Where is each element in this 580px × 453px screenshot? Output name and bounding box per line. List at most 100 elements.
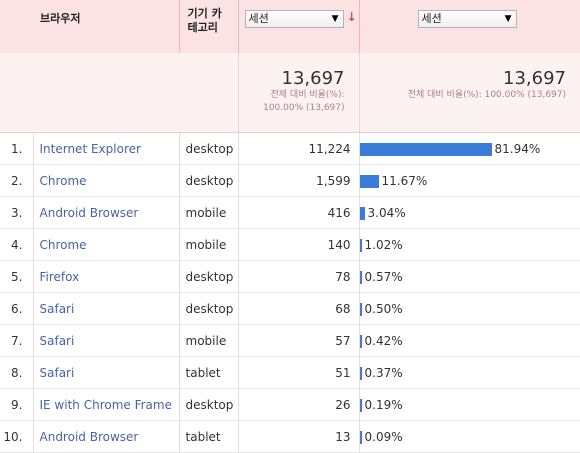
device-category-cell: tablet: [179, 356, 239, 389]
device-header-label-2: 테고리: [187, 21, 218, 34]
table-row: 1. Internet Explorer desktop 11,224 81.94%: [0, 132, 580, 165]
chevron-down-icon: ▼: [331, 14, 339, 24]
browser-link[interactable]: Safari: [33, 356, 180, 389]
table-row: 9. IE with Chrome Frame desktop 26 0.19%: [0, 388, 580, 421]
sessions-bar-cell: 81.94%: [359, 132, 580, 165]
sessions-percent: 0.19%: [364, 397, 403, 412]
metric-select-label: 세션: [248, 12, 269, 25]
metric-column-header: 세션 ▼ ↓: [238, 0, 360, 53]
sessions-bar: [359, 366, 362, 380]
table-row: 5. Firefox desktop 78 0.57%: [0, 260, 580, 293]
sessions-bar: [359, 142, 492, 156]
sessions-bar-cell: 0.09%: [359, 420, 580, 453]
sessions-value: 68: [238, 292, 360, 325]
sessions-bar: [359, 174, 379, 188]
sessions-bar: [359, 206, 365, 220]
sessions-percent: 81.94%: [494, 141, 541, 156]
row-index: 3.: [0, 196, 34, 229]
sessions-bar: [359, 302, 362, 316]
table-row: 3. Android Browser mobile 416 3.04%: [0, 196, 580, 229]
sessions-value: 57: [238, 324, 360, 357]
compare-select-label: 세션: [421, 12, 442, 25]
table-body: 1. Internet Explorer desktop 11,224 81.94% 2.…: [0, 132, 580, 453]
sessions-value: 11,224: [238, 132, 360, 165]
browser-link[interactable]: Internet Explorer: [33, 132, 180, 165]
compare-select[interactable]: 세션 ▼: [417, 10, 517, 28]
sessions-bar-cell: 3.04%: [359, 196, 580, 229]
sessions-bar-cell: 0.37%: [359, 356, 580, 389]
browser-link[interactable]: Safari: [33, 292, 180, 325]
sessions-value: 416: [238, 196, 360, 229]
device-category-cell: mobile: [179, 196, 239, 229]
table-row: 6. Safari desktop 68 0.50%: [0, 292, 580, 325]
totals-label-cell: [0, 53, 239, 133]
sort-desc-icon[interactable]: ↓: [346, 10, 357, 24]
browser-link[interactable]: Safari: [33, 324, 180, 357]
row-index: 2.: [0, 164, 34, 197]
sessions-percent: 0.57%: [364, 269, 403, 284]
row-index: 6.: [0, 292, 34, 325]
metric-total-value: 13,697: [281, 68, 345, 89]
chevron-down-icon: ▼: [504, 14, 512, 24]
metric-total-sub-1: 전체 대비 비율(%):: [270, 90, 345, 100]
device-category-cell: desktop: [179, 292, 239, 325]
sessions-percent: 0.37%: [364, 365, 403, 380]
row-index: 10.: [0, 420, 34, 453]
sessions-value: 78: [238, 260, 360, 293]
browser-link[interactable]: Chrome: [33, 228, 180, 261]
device-category-cell: desktop: [179, 164, 239, 197]
sessions-percent: 0.50%: [364, 301, 403, 316]
device-category-cell: mobile: [179, 228, 239, 261]
sessions-bar: [359, 430, 362, 444]
sessions-bar-cell: 0.19%: [359, 388, 580, 421]
browser-link[interactable]: Firefox: [33, 260, 180, 293]
row-index: 4.: [0, 228, 34, 261]
device-column-header[interactable]: 기기 카 테고리: [179, 0, 239, 53]
row-index: 5.: [0, 260, 34, 293]
sessions-bar: [359, 238, 362, 252]
sessions-bar-cell: 0.57%: [359, 260, 580, 293]
metric-total-sub-2: 100.00% (13,697): [263, 103, 345, 113]
table-row: 2. Chrome desktop 1,599 11.67%: [0, 164, 580, 197]
table-row: 8. Safari tablet 51 0.37%: [0, 356, 580, 389]
sessions-bar-cell: 0.42%: [359, 324, 580, 357]
metric-select[interactable]: 세션 ▼: [244, 10, 344, 28]
sessions-bar-cell: 11.67%: [359, 164, 580, 197]
sessions-value: 26: [238, 388, 360, 421]
device-category-cell: desktop: [179, 388, 239, 421]
metric-total-cell: 13,697 전체 대비 비율(%): 100.00% (13,697): [238, 53, 360, 133]
sessions-percent: 0.09%: [364, 429, 403, 444]
sessions-value: 140: [238, 228, 360, 261]
browser-column-header[interactable]: 브라우저: [0, 0, 180, 53]
sessions-percent: 0.42%: [364, 333, 403, 348]
browser-link[interactable]: Chrome: [33, 164, 180, 197]
row-index: 8.: [0, 356, 34, 389]
browser-link[interactable]: IE with Chrome Frame: [33, 388, 180, 421]
device-category-cell: mobile: [179, 324, 239, 357]
table-header-row: 브라우저 기기 카 테고리 세션 ▼ ↓ 세션 ▼: [0, 0, 580, 53]
table-row: 7. Safari mobile 57 0.42%: [0, 324, 580, 357]
device-category-cell: tablet: [179, 420, 239, 453]
compare-total-value: 13,697: [503, 68, 567, 89]
browser-link[interactable]: Android Browser: [33, 196, 180, 229]
compare-column-header: 세션 ▼: [359, 0, 580, 53]
sessions-bar-cell: 1.02%: [359, 228, 580, 261]
sessions-percent: 1.02%: [364, 237, 403, 252]
table-row: 10. Android Browser tablet 13 0.09%: [0, 420, 580, 453]
totals-row: 13,697 전체 대비 비율(%): 100.00% (13,697) 13,…: [0, 53, 580, 133]
browser-header-label: 브라우저: [40, 12, 81, 25]
row-index: 9.: [0, 388, 34, 421]
sessions-value: 51: [238, 356, 360, 389]
sessions-value: 1,599: [238, 164, 360, 197]
compare-total-cell: 13,697 전체 대비 비율(%): 100.00% (13,697): [359, 53, 580, 133]
table-row: 4. Chrome mobile 140 1.02%: [0, 228, 580, 261]
sessions-bar: [359, 398, 362, 412]
row-index: 7.: [0, 324, 34, 357]
sessions-value: 13: [238, 420, 360, 453]
device-header-label-1: 기기 카: [187, 7, 222, 20]
browser-link[interactable]: Android Browser: [33, 420, 180, 453]
sessions-bar: [359, 270, 362, 284]
sessions-bar: [359, 334, 362, 348]
